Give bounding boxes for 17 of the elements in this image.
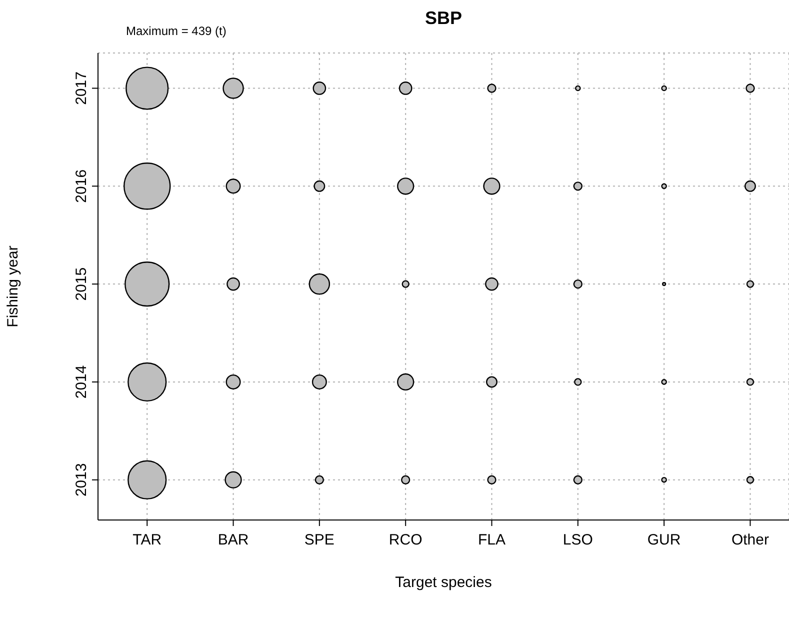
y-tick-label: 2016 bbox=[73, 169, 90, 203]
x-tick-label: SPE bbox=[304, 532, 334, 549]
y-tick-label: 2017 bbox=[73, 72, 90, 105]
x-tick-label: TAR bbox=[132, 532, 162, 549]
x-tick-label: FLA bbox=[478, 532, 506, 549]
y-tick-label: 2015 bbox=[73, 267, 90, 301]
x-tick-label: RCO bbox=[388, 532, 422, 549]
text: Maximum = 439 (t) bbox=[126, 24, 226, 38]
y-axis-title: Fishing year bbox=[4, 246, 22, 328]
x-tick-label: LSO bbox=[562, 532, 593, 549]
y-tick-label: 2013 bbox=[73, 463, 90, 497]
x-tick-label: GUR bbox=[647, 532, 681, 549]
y-tick-label: 2014 bbox=[73, 365, 90, 399]
chart-title: SBP bbox=[424, 8, 462, 28]
x-tick-label: Other bbox=[731, 532, 769, 549]
x-tick-label: BAR bbox=[218, 532, 249, 549]
x-axis-title: Target species bbox=[395, 574, 492, 591]
